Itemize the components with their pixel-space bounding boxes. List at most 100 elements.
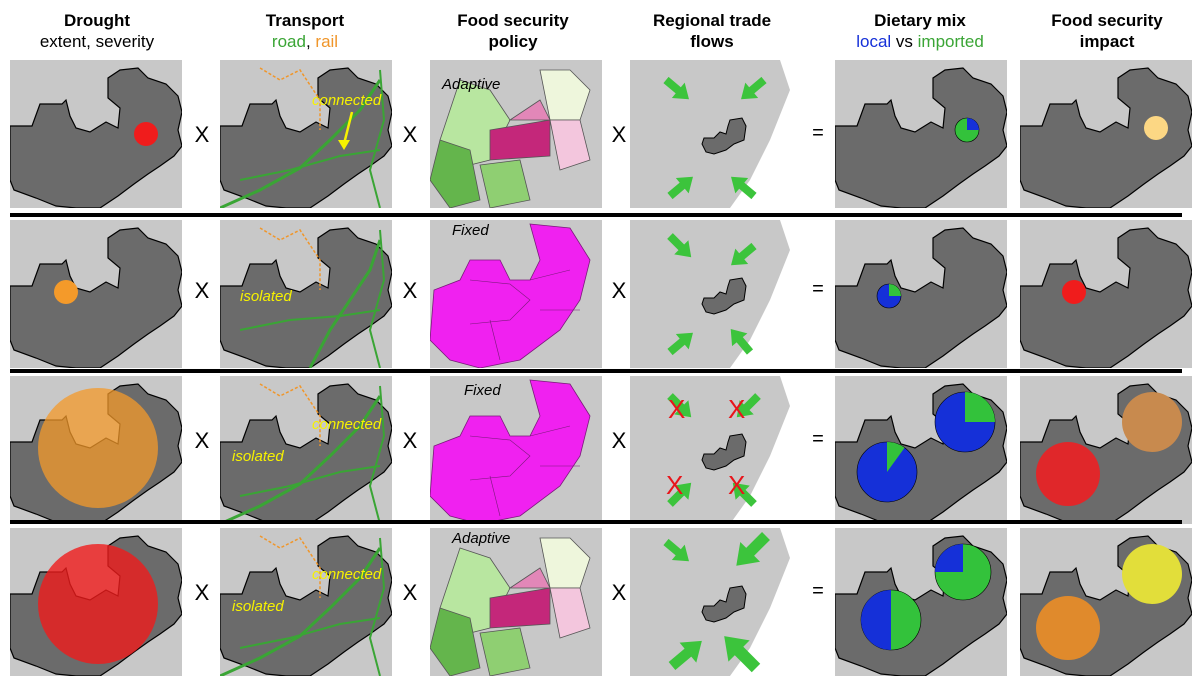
row4-policy-svg [430,537,591,676]
equals-operator: = [812,428,824,450]
times-operator: X [194,278,210,303]
equals-operator: = [812,278,824,300]
row2-drought-circle [54,280,78,304]
row4-transport-svg [220,535,392,676]
header-trade: Regional trade flows [627,10,797,52]
times-operator: X [194,428,210,453]
header-imported-label: imported [917,32,984,51]
times-operator: X [611,278,627,303]
header-local-label: local [856,32,892,51]
row1-diet-svg [835,67,1007,208]
row4-impact-circle [1036,596,1100,660]
row2-impact-circle [1062,280,1086,304]
header-impact: Food security impact [1022,10,1192,52]
header-road-label: road [271,32,306,51]
road-line [368,69,386,208]
row3-policy-label: Fixed [464,382,501,399]
equals-operator: = [812,580,824,602]
row4-policy-label: Adaptive [452,530,511,547]
row2-trade-svg [630,220,802,368]
row3-trade-svg [630,376,802,524]
row2-impact-svg [1020,227,1192,368]
row4-impact-map [1020,528,1192,676]
row3-impact-svg [1020,383,1192,524]
row2-trade-map [630,220,802,368]
row3-transport-svg [220,383,392,524]
row3-connected-label: connected [312,416,382,433]
header-drought-title: Drought [63,11,131,30]
trade-blocked-mark: X [728,394,746,424]
header-vs-label: vs [891,32,918,51]
row3-impact-circle [1122,392,1182,452]
row1-impact-circle [1144,116,1168,140]
row1-transport-map: connected [220,60,392,208]
times-operator: X [194,122,210,147]
row4-impact-svg [1020,535,1192,676]
row2-transport-map: isolated [220,220,392,368]
row2-policy-svg [430,223,591,368]
rail-line [259,67,321,130]
row1-policy-svg [430,69,591,208]
times-operator: X [402,278,418,303]
row-separator [10,520,1182,524]
row2-impact-map [1020,220,1192,368]
header-rail-label: rail [315,32,339,51]
header-drought: Drought extent, severity [12,10,182,52]
row1-impact-map [1020,60,1192,208]
row3-policy-svg [430,379,591,524]
header-transport: Transport road, rail [220,10,390,52]
row3-impact-map [1020,376,1192,524]
row4-drought-map [10,528,182,676]
row1-drought-svg [10,67,182,208]
row4-diet-svg [835,535,1007,676]
row1-policy-label: Adaptive [442,76,501,93]
row2-drought-svg [10,227,182,368]
row1-diet-map [835,60,1007,208]
times-operator: X [611,428,627,453]
header-trade-title-1: Regional trade [652,11,772,30]
road-line [239,149,381,181]
trade-blocked-mark: X [728,470,746,500]
row2-isolated-label: isolated [240,288,292,305]
row1-impact-svg [1020,67,1192,208]
row4-policy-map: Adaptive [430,528,602,676]
row3-transport-map: connected isolated [220,376,392,524]
row-separator [10,369,1182,373]
row3-drought-svg [10,383,182,524]
row1-connected-label: connected [312,92,382,109]
times-operator: X [402,428,418,453]
row-separator [10,213,1182,217]
header-diet: Dietary mix local vs imported [835,10,1005,52]
row1-drought-map [10,60,182,208]
header-policy-title-1: Food security [457,11,569,30]
row4-transport-map: connected isolated [220,528,392,676]
header-trade-title-2: flows [690,32,734,51]
row3-policy-map: Fixed [430,376,602,524]
row3-trade-map: X X X X [630,376,802,524]
header-transport-comma: , [305,32,316,51]
row4-trade-map [630,528,802,676]
row4-drought-svg [10,535,182,676]
header-policy: Food security policy [428,10,598,52]
row1-trade-svg [630,60,802,208]
row4-diet-map [835,528,1007,676]
row1-policy-map: Adaptive [430,60,602,208]
header-impact-title-1: Food security [1051,11,1163,30]
row2-diet-map [835,220,1007,368]
header-drought-subtitle: extent, severity [39,32,155,51]
row4-connected-label: connected [312,566,382,583]
row1-transport-svg [220,67,392,208]
times-operator: X [402,122,418,147]
row2-diet-svg [835,227,1007,368]
times-operator: X [194,580,210,605]
road-line [220,79,382,208]
row4-drought-circle [38,544,158,664]
row3-isolated-label: isolated [232,448,284,465]
times-operator: X [611,580,627,605]
header-transport-title: Transport [265,11,345,30]
row3-diet-map [835,376,1007,524]
trade-blocked-mark: X [666,470,684,500]
row1-trade-map [630,60,802,208]
row1-drought-circle [134,122,158,146]
row3-drought-circle [38,388,158,508]
